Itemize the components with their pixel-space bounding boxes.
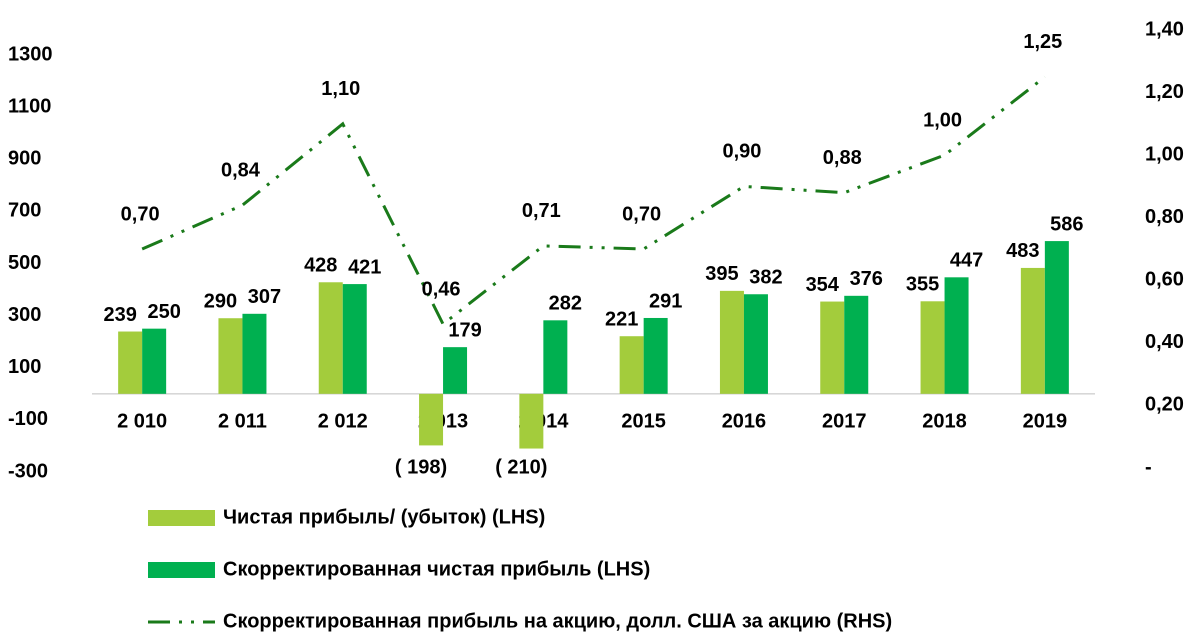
bar [643,317,668,394]
y-tick-label: 100 [8,356,41,378]
y-tick-label: 1300 [8,43,53,65]
legend-label: Скорректированная прибыль на акцию, долл… [223,610,892,632]
bar [118,331,143,394]
legend-label: Чистая прибыль/ (убыток) (LHS) [223,506,545,528]
x-tick-label: 2 012 [318,410,368,432]
data-label: 250 [147,301,180,323]
line-data-label: 0,46 [422,278,461,300]
data-label: 307 [248,286,281,308]
bar [820,301,845,394]
y-tick-label: 500 [8,252,41,274]
legend-swatch [148,510,215,526]
bar [719,290,744,394]
data-label: 447 [950,250,983,272]
data-label: 282 [549,293,582,315]
data-label: 221 [605,308,638,330]
x-tick-label: 2 010 [117,410,167,432]
bar [342,284,367,394]
bar [1044,241,1069,394]
bar [419,393,444,446]
y-tick-label: -100 [8,408,48,430]
line-data-label: 0,88 [823,147,862,169]
line-data-label: 1,10 [321,78,360,100]
data-label: 354 [806,274,840,296]
bar [318,282,343,394]
y-tick-label: 300 [8,304,41,326]
data-label: 355 [906,274,939,296]
bar [519,393,544,449]
x-tick-label: 2019 [1023,410,1068,432]
legend-label: Скорректированная чистая прибыль (LHS) [223,558,650,580]
line-data-label: 1,00 [923,109,962,131]
x-tick-label: 2 011 [218,410,267,432]
bar [944,277,969,394]
y2-tick-label: 1,40 [1145,18,1184,40]
data-label: 239 [103,304,136,326]
bar [142,328,167,394]
line-data-label: 0,70 [121,203,160,225]
line-data-label: 0,84 [221,159,261,181]
x-tick-label: 2018 [922,410,967,432]
x-tick-label: 2015 [621,410,666,432]
y-tick-label: 1100 [8,95,51,117]
y-tick-label: 900 [8,148,41,170]
data-label: 421 [348,256,381,278]
bar [218,318,243,394]
y2-tick-label: 0,20 [1145,394,1184,416]
y-tick-label: 700 [8,200,41,222]
line-data-label: 0,71 [522,200,561,222]
bar [242,313,267,394]
bar [743,294,768,394]
bar [1020,267,1045,394]
bar [443,347,468,394]
data-label: 376 [850,268,883,290]
y2-tick-label: 0,60 [1145,269,1184,291]
bar [844,295,869,394]
data-label: ( 210) [495,456,547,478]
data-label: 179 [448,319,481,341]
data-label: 395 [705,263,738,285]
line [141,75,1046,327]
x-tick-label: 2016 [722,410,767,432]
data-label: 382 [749,267,782,289]
data-label: 483 [1006,240,1039,262]
line-data-label: 1,25 [1023,31,1062,53]
data-label: 586 [1050,213,1083,235]
data-label: 428 [304,255,337,277]
x-tick-label: 2017 [822,410,867,432]
line-data-label: 0,70 [622,203,661,225]
bar [619,336,644,394]
bar [920,301,945,394]
y2-tick-label: - [1145,456,1152,478]
y2-tick-label: 0,80 [1145,206,1184,228]
y-tick-label: -300 [8,460,48,482]
bar [543,320,568,394]
data-label: 291 [649,290,682,312]
y2-tick-label: 1,00 [1145,143,1184,165]
line-data-label: 0,90 [722,141,761,163]
data-label: 290 [204,291,237,313]
legend-swatch [148,562,215,578]
data-label: ( 198) [395,456,447,478]
y2-tick-label: 1,20 [1145,81,1184,103]
y2-tick-label: 0,40 [1145,331,1184,353]
